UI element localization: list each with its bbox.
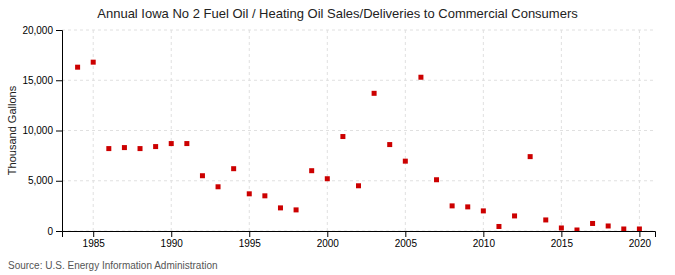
point [574, 227, 579, 231]
tick: 0 [47, 226, 62, 237]
plot-area: 1985 1990 1995 2000 2005 2010 2015 2020 0 5,000 10… [22, 25, 655, 249]
tick: 2000 [317, 231, 340, 249]
grid-line-y [62, 130, 655, 131]
tick-mark [483, 231, 484, 237]
point [559, 225, 564, 230]
point [91, 60, 96, 65]
title: Annual Iowa No 2 Fuel Oil / Heating Oil … [97, 6, 578, 21]
grid-line-y [62, 180, 655, 181]
tick: 10,000 [22, 125, 62, 136]
tick-label: 5,000 [28, 175, 53, 186]
point [606, 223, 611, 228]
y-axis: 0 5,000 10,000 15,000 20,000 [22, 25, 62, 237]
point [543, 217, 548, 222]
point [294, 207, 299, 212]
tick-mark [56, 181, 62, 182]
tick-label: 1990 [161, 238, 184, 249]
grid-line-y [62, 30, 655, 31]
point [75, 65, 80, 70]
tick-mark [327, 231, 328, 237]
tick-mark [171, 231, 172, 237]
annotation: Source: U.S. Energy Information Administ… [8, 260, 218, 271]
point [434, 177, 439, 182]
x-axis: 1985 1990 1995 2000 2005 2010 2015 2020 [63, 231, 656, 249]
tick-label: 2010 [473, 238, 496, 249]
tick: 1990 [161, 231, 184, 249]
axis-line [63, 232, 656, 238]
point [169, 141, 174, 146]
y-axis-label: Thousand Gallons [6, 85, 18, 175]
point [262, 193, 267, 198]
point [450, 203, 455, 208]
point [637, 226, 642, 231]
point [481, 208, 486, 213]
point [387, 142, 392, 147]
tick-label: 1985 [83, 238, 106, 249]
grid [62, 30, 655, 231]
tick-mark [639, 231, 640, 237]
point [247, 191, 252, 196]
point [403, 159, 408, 164]
tick: 1995 [239, 231, 262, 249]
tick: 15,000 [22, 75, 62, 86]
axis-line [56, 31, 63, 232]
point [325, 176, 330, 181]
tick-label: 2020 [629, 238, 652, 249]
point [465, 204, 470, 209]
tick-mark [56, 131, 62, 132]
point [372, 91, 377, 96]
tick: 2005 [395, 231, 418, 249]
point [418, 75, 423, 80]
tick: 2015 [551, 231, 574, 249]
point [590, 221, 595, 226]
point [309, 168, 314, 173]
tick-mark [405, 231, 406, 237]
point [496, 224, 501, 229]
tick: 2020 [629, 231, 652, 249]
point [356, 183, 361, 188]
tick-label: 2000 [317, 238, 340, 249]
point [153, 144, 158, 149]
point [512, 213, 517, 218]
point [340, 134, 345, 139]
point [106, 146, 111, 151]
point [231, 166, 236, 171]
point [216, 184, 221, 189]
tick-label: 0 [47, 226, 53, 237]
tick-label: 2005 [395, 238, 418, 249]
tick: 20,000 [22, 25, 62, 36]
tick-mark [56, 80, 62, 81]
point [200, 173, 205, 178]
tick: 2010 [473, 231, 496, 249]
tick: 1985 [83, 231, 106, 249]
point [621, 226, 626, 231]
tick-label: 15,000 [22, 75, 53, 86]
point [138, 146, 143, 151]
point [278, 205, 283, 210]
point [184, 141, 189, 146]
tick-mark [249, 231, 250, 237]
tick-mark [56, 30, 62, 31]
point [122, 145, 127, 150]
tick-label: 10,000 [22, 125, 53, 136]
marks [75, 60, 642, 231]
grid-line-y [62, 80, 655, 81]
tick-mark [561, 231, 562, 237]
tick-label: 20,000 [22, 25, 53, 36]
point [528, 154, 533, 159]
tick-mark [93, 231, 94, 237]
tick-label: 2015 [551, 238, 574, 249]
chart: 1985 1990 1995 2000 2005 2010 2015 2020 0 5,000 10… [0, 0, 675, 275]
tick-mark [56, 231, 62, 232]
tick-label: 1995 [239, 238, 262, 249]
tick: 5,000 [28, 175, 62, 186]
